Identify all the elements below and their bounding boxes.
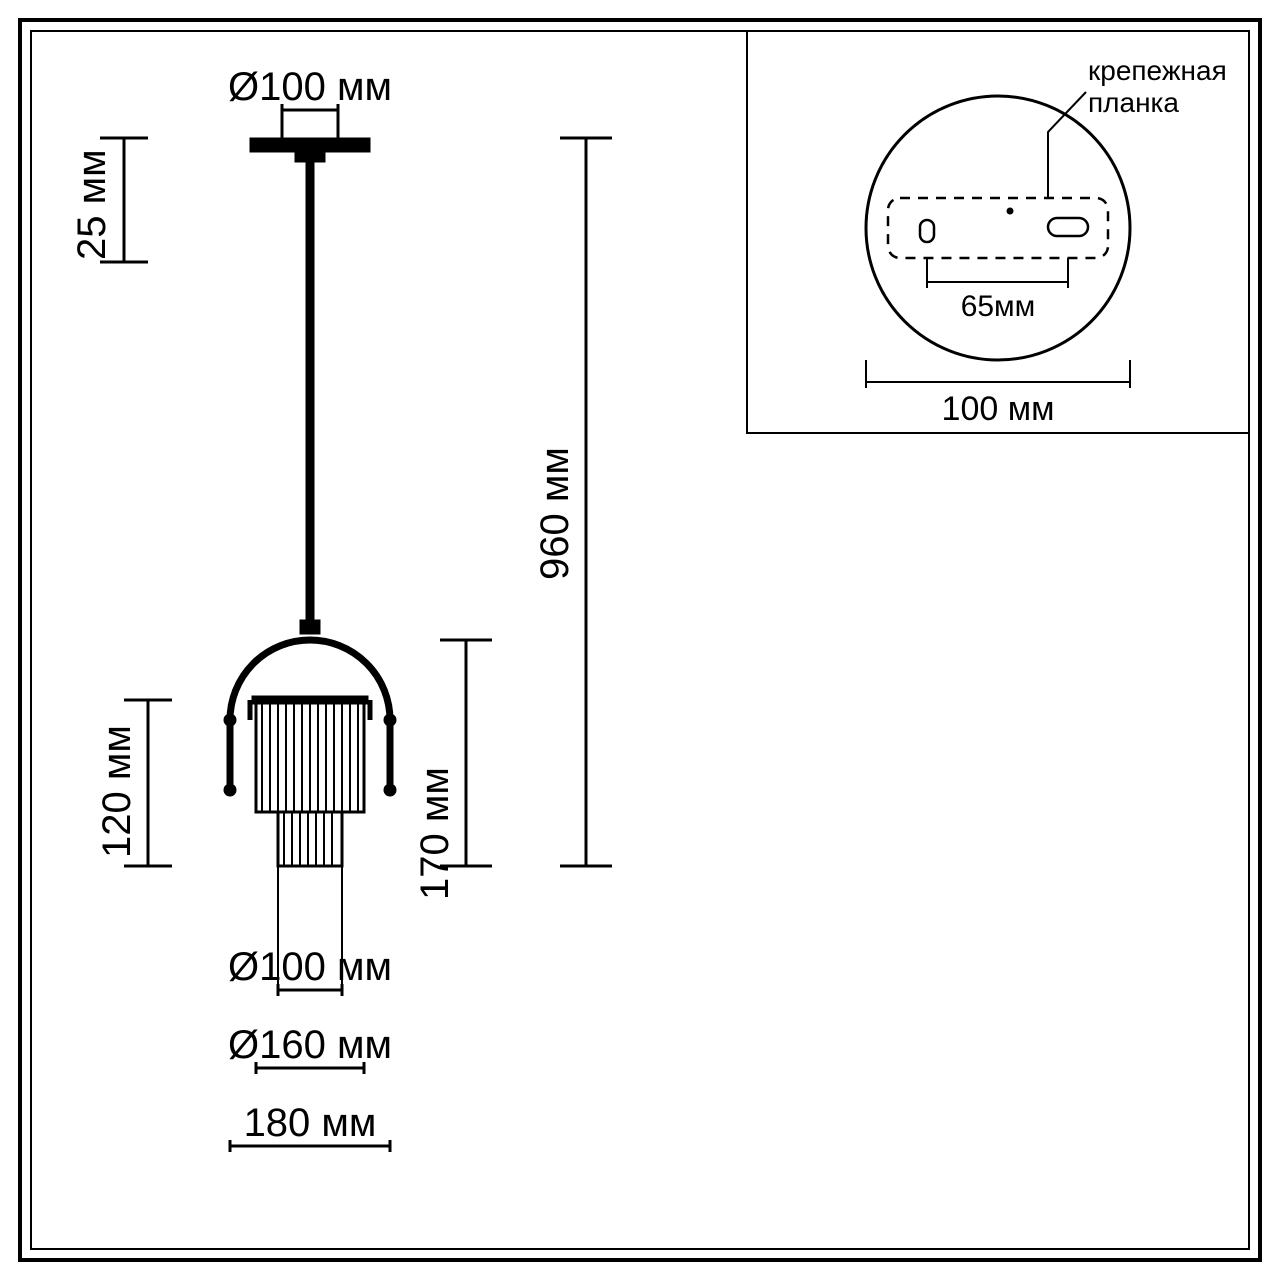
inset-detail: крепежная планка 65мм 100 мм (746, 30, 1250, 434)
inset-dim-100: 100 мм (866, 360, 1130, 428)
dim-d160-label: Ø160 мм (228, 1023, 392, 1067)
dim-w180-label: 180 мм (244, 1101, 377, 1145)
dim-canopy-height-label: 25 мм (70, 149, 114, 260)
inset-slot-left (920, 220, 934, 242)
dim-shade-height: 120 мм (95, 700, 172, 866)
shade-upper (252, 696, 368, 812)
dim-canopy-height: 25 мм (70, 138, 148, 262)
dim-total-height-label: 960 мм (533, 447, 577, 580)
inset-dim-65-label: 65мм (961, 290, 1036, 323)
dim-total-height: 960 мм (533, 138, 612, 866)
inset-center-dot (1007, 208, 1014, 215)
dim-handle-height: 170 мм (413, 640, 492, 900)
dim-shade-height-label: 120 мм (95, 725, 139, 858)
dim-w180: 180 мм (230, 1101, 390, 1152)
dim-handle-height-label: 170 мм (413, 767, 457, 900)
dim-canopy-diameter-label: Ø100 мм (228, 65, 392, 109)
dim-d100-label: Ø100 мм (228, 945, 392, 989)
inset-label-line1: крепежная (1088, 55, 1227, 86)
lamp-silhouette (224, 138, 396, 866)
inset-dim-65: 65мм (927, 258, 1068, 323)
pendant-rod (306, 162, 314, 622)
inset-label-line2: планка (1088, 87, 1179, 118)
inset-svg: крепежная планка 65мм 100 мм (748, 32, 1248, 432)
inset-slot-right (1048, 218, 1088, 236)
canopy (250, 138, 370, 152)
dim-d100: Ø100 мм (228, 866, 392, 996)
dim-canopy-diameter: Ø100 мм (228, 65, 392, 138)
dim-d160: Ø160 мм (228, 1023, 392, 1074)
shade-lower (278, 812, 342, 866)
inset-dim-100-label: 100 мм (942, 390, 1055, 428)
